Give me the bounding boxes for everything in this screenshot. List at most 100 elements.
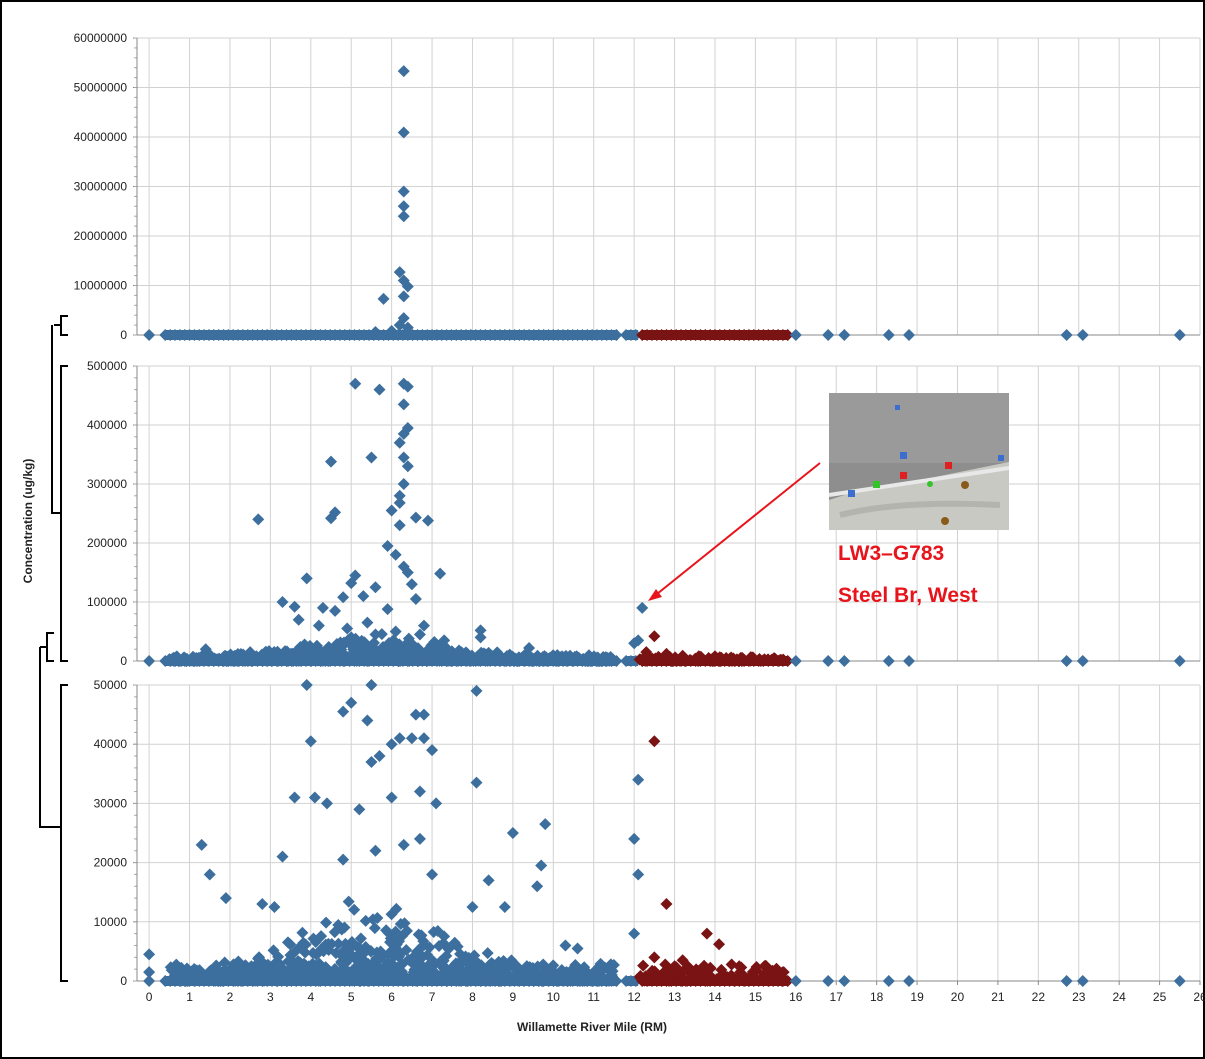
- data-point-blue: [369, 972, 382, 985]
- data-point-blue: [1076, 655, 1089, 667]
- data-point-blue: [515, 653, 528, 666]
- data-point-blue: [431, 924, 444, 937]
- y-tick-label: 10000000: [74, 279, 128, 293]
- data-point-blue: [581, 974, 594, 987]
- data-point-blue: [395, 648, 408, 661]
- data-point-red: [648, 735, 661, 748]
- data-point-blue: [466, 901, 479, 913]
- data-point-blue: [304, 735, 317, 748]
- data-point-blue: [439, 649, 452, 662]
- data-point-blue: [397, 478, 410, 490]
- data-point-blue: [474, 624, 487, 637]
- data-point-blue: [220, 968, 233, 981]
- data-point-blue: [268, 973, 281, 986]
- data-point-blue: [417, 708, 430, 721]
- data-point-blue: [401, 321, 414, 334]
- data-point-blue: [413, 628, 426, 641]
- data-point-blue: [316, 601, 329, 614]
- data-point-red: [660, 898, 673, 911]
- data-point-blue: [328, 926, 341, 939]
- axis-layer: 0100000002000000030000000400000005000000…: [74, 31, 1205, 1004]
- data-point-blue: [405, 732, 418, 745]
- data-point-blue: [468, 949, 481, 962]
- data-point-blue: [401, 280, 414, 293]
- data-point-blue: [349, 973, 362, 986]
- data-point-blue: [267, 944, 280, 957]
- inset-map-image: [828, 393, 1010, 530]
- data-point-blue: [385, 908, 398, 921]
- data-point-blue: [329, 644, 342, 657]
- data-point-red: [676, 649, 689, 662]
- data-point-blue: [315, 966, 328, 979]
- data-point-blue: [244, 646, 257, 659]
- data-point-red: [696, 970, 709, 983]
- data-point-blue: [547, 959, 560, 972]
- data-point-blue: [288, 600, 301, 613]
- data-point-blue: [497, 652, 510, 665]
- annotation-label-location: Steel Br, West: [838, 584, 978, 607]
- y-tick-label: 400000: [87, 418, 127, 432]
- data-point-blue: [281, 936, 294, 949]
- data-point-blue: [425, 963, 438, 976]
- data-point-blue: [322, 937, 335, 950]
- data-point-blue: [300, 679, 313, 691]
- data-point-blue: [1060, 329, 1073, 341]
- data-point-blue: [310, 948, 323, 961]
- data-point-blue: [470, 776, 483, 789]
- data-point-blue: [242, 654, 255, 667]
- data-point-blue: [594, 654, 607, 667]
- data-point-blue: [381, 603, 394, 616]
- x-tick-label: 13: [668, 990, 682, 1004]
- x-tick-label: 15: [749, 990, 763, 1004]
- data-point-blue: [461, 974, 474, 987]
- data-point-blue: [413, 832, 426, 845]
- data-point-blue: [295, 653, 308, 666]
- data-point-blue: [375, 628, 388, 641]
- y-tick-label: 60000000: [74, 31, 128, 45]
- data-point-blue: [341, 954, 354, 967]
- data-point-blue: [364, 945, 377, 958]
- data-point-blue: [303, 972, 316, 985]
- x-tick-label: 7: [429, 990, 436, 1004]
- data-point-blue: [1060, 975, 1073, 987]
- data-point-blue: [838, 329, 851, 341]
- data-point-blue: [312, 619, 325, 632]
- x-tick-label: 11: [587, 990, 600, 1004]
- data-point-blue: [636, 601, 649, 614]
- data-point-blue: [822, 655, 835, 667]
- data-point-blue: [472, 974, 485, 987]
- data-point-blue: [393, 519, 406, 532]
- x-tick-label: 10: [547, 990, 561, 1004]
- data-point-blue: [632, 773, 645, 786]
- data-point-blue: [401, 460, 414, 473]
- data-point-blue: [571, 942, 584, 955]
- data-point-blue: [838, 975, 851, 987]
- data-point-blue: [366, 913, 379, 926]
- data-point-blue: [308, 791, 321, 804]
- y-tick-label: 20000000: [74, 229, 128, 243]
- data-point-blue: [838, 655, 851, 667]
- data-point-blue: [276, 596, 289, 608]
- data-point-blue: [345, 935, 358, 948]
- data-point-blue: [341, 622, 354, 635]
- data-point-blue: [472, 650, 485, 663]
- bracket-bottom: [39, 647, 68, 982]
- data-point-blue: [365, 451, 378, 464]
- y-tick-label: 0: [120, 654, 127, 668]
- x-tick-label: 22: [1032, 990, 1046, 1004]
- data-point-red: [704, 962, 717, 975]
- data-point-blue: [353, 652, 366, 665]
- y-tick-label: 0: [120, 974, 127, 988]
- data-point-blue: [278, 652, 291, 665]
- data-point-blue: [229, 973, 242, 986]
- data-point-blue: [332, 937, 345, 950]
- data-point-blue: [409, 511, 422, 524]
- x-tick-label: 4: [307, 990, 314, 1004]
- data-point-blue: [369, 326, 382, 339]
- data-point-blue: [485, 967, 498, 980]
- data-point-blue: [337, 853, 350, 866]
- data-point-blue: [353, 803, 366, 816]
- axis-break-brackets: [39, 315, 68, 982]
- data-point-blue: [535, 859, 548, 872]
- data-point-blue: [337, 591, 350, 604]
